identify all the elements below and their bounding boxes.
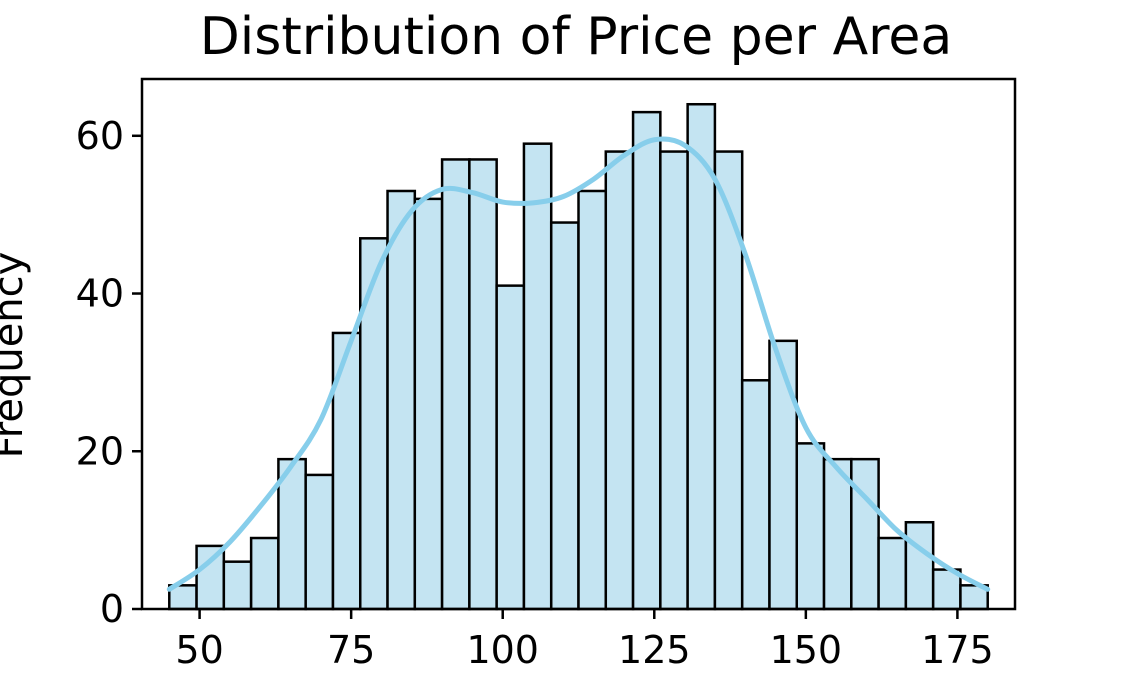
histogram-bar <box>304 473 335 611</box>
histogram-bar <box>768 339 798 611</box>
y-tick-label: 40 <box>76 272 124 316</box>
y-tick-label: 20 <box>76 429 124 473</box>
histogram-bar <box>249 536 280 611</box>
histogram-bar <box>850 457 880 611</box>
histogram-bar <box>659 150 689 611</box>
y-axis-label: Frequency <box>0 252 32 459</box>
histogram-bar <box>577 189 608 611</box>
x-tick-label: 150 <box>770 628 843 672</box>
bars-layer <box>168 102 989 611</box>
histogram-bar <box>549 221 580 611</box>
kde-layer <box>166 136 991 592</box>
histogram-bar <box>386 189 417 611</box>
histogram-bar <box>468 158 498 611</box>
ticks-layer: 50 75 100 125 150 175 0 20 40 60 <box>76 114 994 672</box>
histogram-bar <box>222 560 253 611</box>
axes-layer <box>140 77 1017 611</box>
x-tick-label: 50 <box>175 628 223 672</box>
histogram-bar <box>795 442 826 611</box>
histogram-bar <box>686 102 717 611</box>
kde-curve <box>166 136 991 592</box>
plot-frame <box>140 77 1017 611</box>
y-tick-label: 0 <box>100 587 124 631</box>
histogram-bar <box>277 457 307 611</box>
x-tick-label: 125 <box>618 628 691 672</box>
x-tick-label: 100 <box>466 628 539 672</box>
histogram-bar <box>604 150 635 611</box>
histogram-bar <box>495 284 526 611</box>
histogram-bar <box>359 237 389 611</box>
x-tick-label: 75 <box>327 628 375 672</box>
histogram-bar <box>631 110 662 611</box>
histogram-bar <box>713 150 744 611</box>
chart-title: Distribution of Price per Area <box>200 7 953 67</box>
y-tick-label: 60 <box>76 114 124 158</box>
histogram-bar <box>522 142 553 611</box>
histogram-bar <box>740 379 771 611</box>
histogram-bar <box>413 197 444 611</box>
histogram-bar <box>877 536 908 611</box>
histogram-bar <box>195 544 226 611</box>
histogram-bar <box>440 158 471 611</box>
x-tick-label: 175 <box>921 628 994 672</box>
histogram-bar <box>904 520 935 611</box>
